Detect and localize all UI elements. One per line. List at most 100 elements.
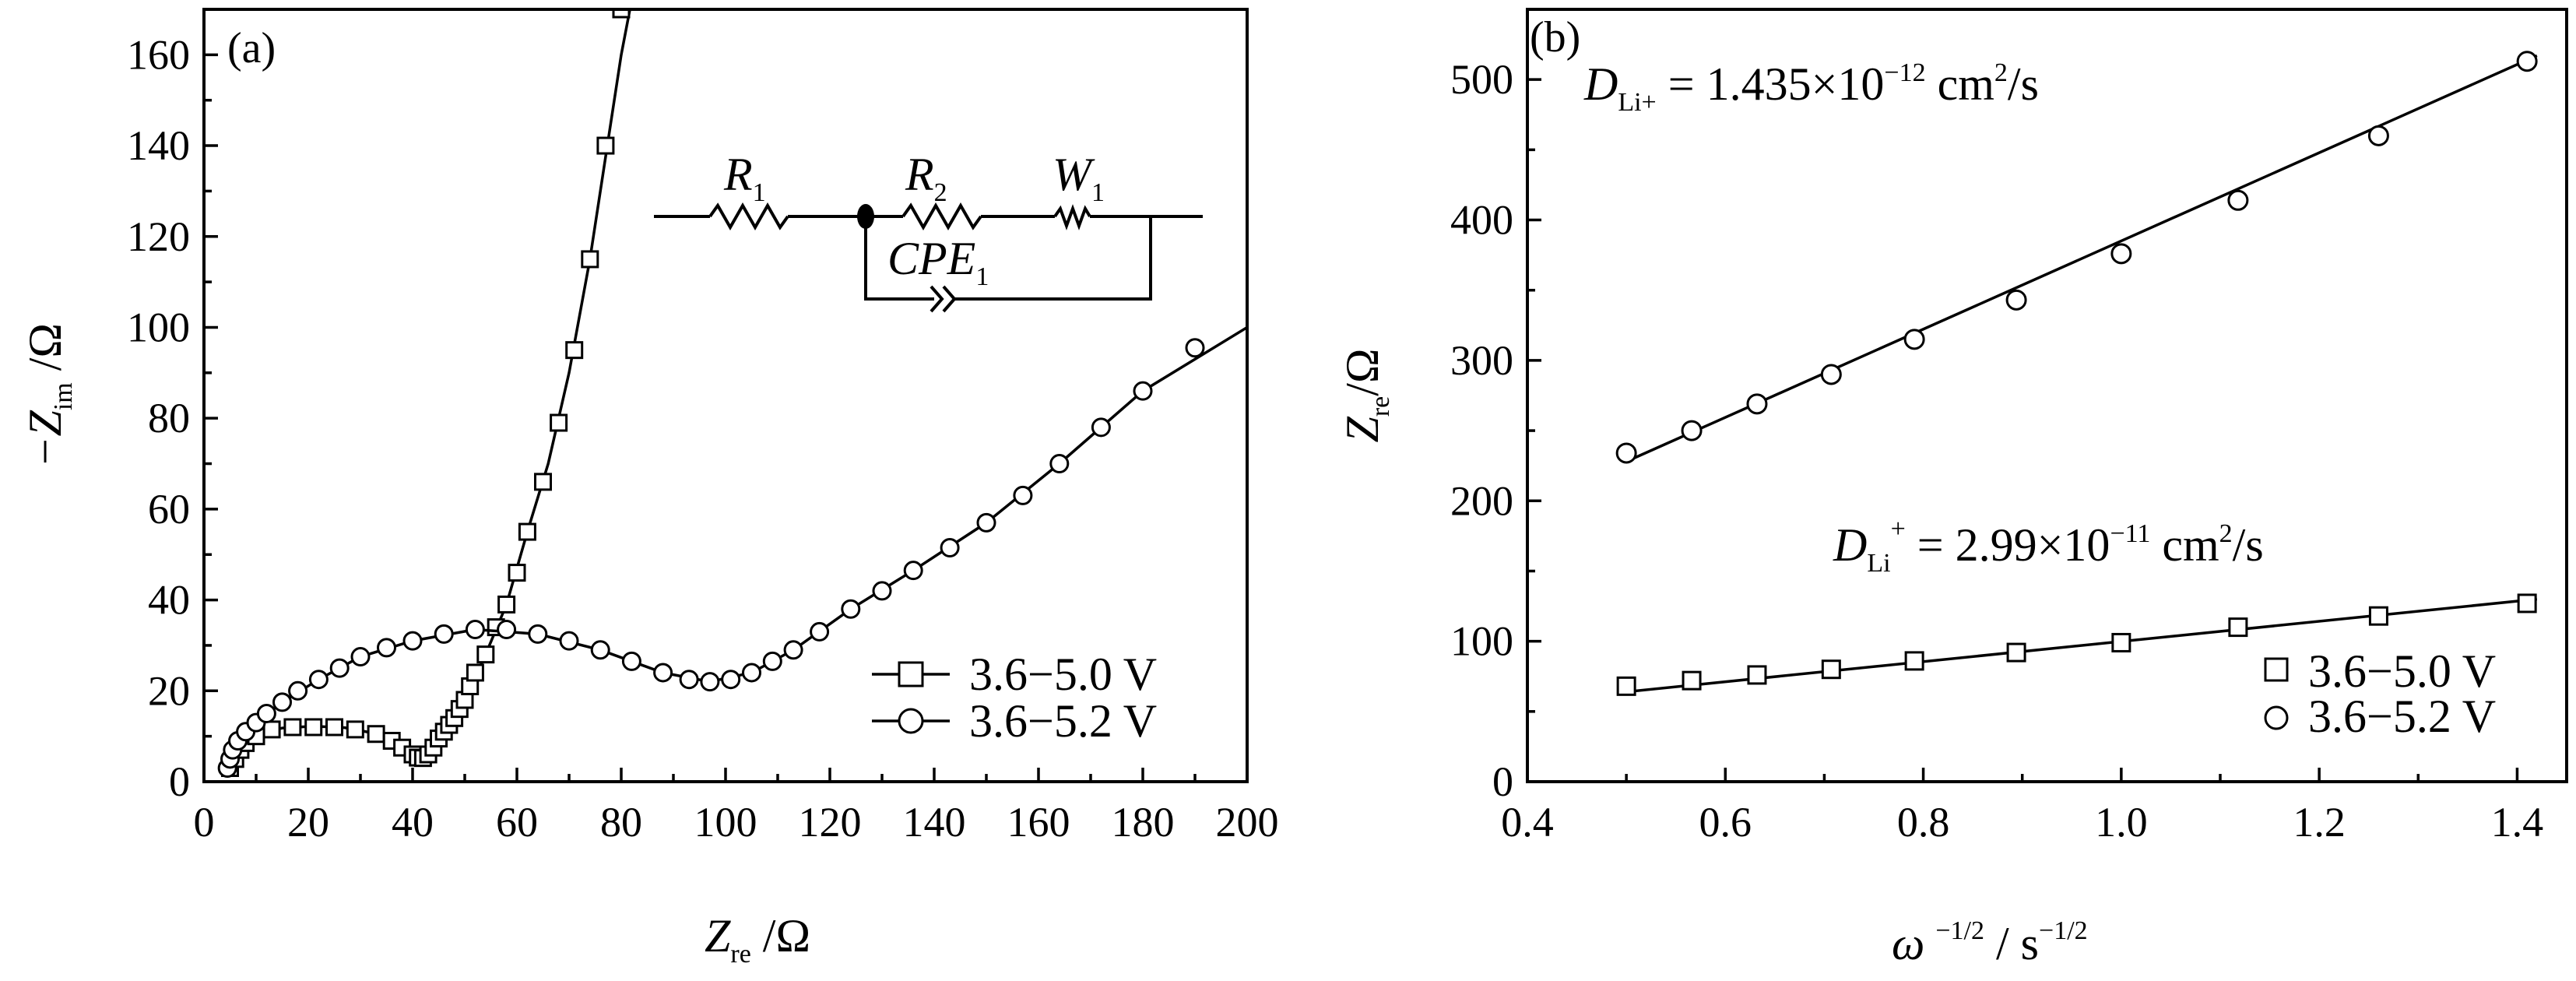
data-point-circle (700, 672, 720, 692)
y-tick-label: 200 (1450, 477, 1513, 524)
data-point-square (346, 720, 364, 739)
data-point-circle (2110, 243, 2132, 265)
panel-a: 0 20 40 60 80 100 120 140 160 180 200 0 20 40 60 80 100 1… (19, 8, 1279, 969)
data-point-circle (679, 670, 699, 690)
data-point-circle (2227, 189, 2249, 211)
data-point-square (534, 473, 552, 491)
panel-a-y-axis-title: −Zim /Ω (19, 323, 78, 468)
data-point-circle (742, 663, 761, 683)
panel-b-label: (b) (1530, 13, 1580, 62)
diffusion-annotation-2: DLi+ = 2.99×10−11 cm2/s (1833, 515, 2264, 578)
panel-a-ticks: 0 20 40 60 80 100 120 140 160 180 200 0 20 40 60 80 100 1… (127, 31, 1279, 846)
data-point-square (550, 413, 568, 432)
data-point-circle (2367, 125, 2389, 146)
y-tick-label: 160 (127, 31, 190, 78)
data-point-circle (288, 680, 308, 701)
panel-b-legend: 3.6−5.0 V 3.6−5.2 V (2264, 645, 2496, 742)
data-point-circle (1091, 417, 1111, 438)
data-point-circle (590, 640, 610, 660)
data-point-square (283, 718, 302, 737)
data-point-square (508, 564, 526, 582)
data-point-circle (1049, 454, 1070, 474)
series-a-2 (217, 326, 1247, 778)
y-tick-label: 0 (169, 758, 190, 805)
data-point-square (565, 341, 584, 360)
panel-a-series (217, 9, 1247, 778)
data-point-circle (653, 663, 673, 683)
data-point-circle (1903, 329, 1925, 350)
x-tick-label: 100 (694, 799, 757, 846)
x-tick-label: 1.2 (2293, 799, 2346, 846)
panel-b-x-axis-title: ω −1/2 / s−1/2 (1892, 916, 2088, 969)
panel-a-label: (a) (227, 24, 276, 72)
series-b-1 (1616, 593, 2538, 696)
x-tick-label: 80 (600, 799, 642, 846)
cpe-element (930, 285, 944, 313)
x-tick-label: 0 (194, 799, 215, 846)
panel-b: 0.4 0.6 0.8 1.0 1.2 1.4 0 100 200 300 400 500 (b) ω… (1337, 8, 2568, 969)
panel-b-ticks: 0.4 0.6 0.8 1.0 1.2 1.4 0 100 200 300 400 500 (1450, 56, 2543, 846)
legend-square-marker (2264, 657, 2289, 682)
data-point-square (2517, 593, 2537, 614)
data-point-circle (272, 692, 292, 712)
data-point-square (1747, 665, 1767, 685)
panel-b-y-axis-title: Zre/Ω (1337, 348, 1395, 442)
legend-b-series-2: 3.6−5.2 V (2308, 691, 2496, 742)
data-point-circle (402, 631, 423, 651)
data-point-circle (1681, 420, 1703, 441)
data-point-circle (497, 620, 517, 640)
data-point-circle (256, 703, 276, 723)
panel-b-frame (1526, 8, 2568, 783)
panel-a-frame (202, 8, 1249, 783)
data-point-circle (559, 631, 579, 651)
x-tick-label: 0.8 (1897, 799, 1950, 846)
resistor-r2 (901, 202, 982, 231)
y-tick-label: 40 (148, 577, 190, 624)
x-tick-label: 40 (392, 799, 434, 846)
data-point-square (581, 250, 599, 269)
cpe-label: CPE1 (887, 233, 989, 291)
x-tick-label: 180 (1112, 799, 1175, 846)
legend-a-series-2: 3.6−5.2 V (969, 695, 1157, 747)
data-point-square (262, 720, 281, 739)
data-point-square (476, 645, 495, 664)
data-point-square (518, 522, 536, 541)
x-tick-label: 140 (903, 799, 966, 846)
data-point-square (2111, 632, 2131, 652)
x-tick-label: 20 (287, 799, 329, 846)
data-point-circle (1133, 381, 1153, 401)
data-point-circle (810, 621, 830, 642)
y-tick-label: 100 (127, 304, 190, 350)
data-point-circle (1820, 364, 1842, 385)
data-point-circle (377, 638, 396, 658)
series-line (228, 9, 631, 773)
data-point-square (2368, 606, 2388, 626)
data-point-circle (841, 599, 861, 619)
x-tick-label: 200 (1216, 799, 1279, 846)
data-point-square (1682, 670, 1702, 691)
panel-a-x-axis-title: Zre /Ω (705, 910, 810, 969)
r2-label: R2 (905, 149, 947, 207)
data-point-circle (621, 651, 641, 671)
data-point-square (367, 725, 385, 744)
equivalent-circuit: R1 R2 W1 CPE1 (654, 149, 1203, 313)
data-point-square (325, 718, 343, 737)
data-point-circle (350, 647, 371, 667)
fit-line (1625, 54, 2538, 463)
svg-text:Zre/Ω: Zre/Ω (1337, 348, 1395, 442)
data-point-circle (1013, 485, 1033, 505)
data-point-square (612, 9, 631, 19)
y-tick-label: 140 (127, 122, 190, 169)
y-tick-label: 0 (1492, 758, 1513, 805)
data-point-circle (783, 640, 803, 660)
y-tick-label: 300 (1450, 337, 1513, 384)
data-point-square (1821, 659, 1841, 680)
data-point-circle (976, 512, 996, 533)
legend-circle-marker (898, 708, 924, 734)
x-tick-label: 0.6 (1699, 799, 1752, 846)
diffusion-annotation-1: DLi+ = 1.435×10−12 cm2/s (1583, 58, 2039, 117)
legend-circle-marker (2264, 705, 2289, 730)
data-point-square (596, 136, 615, 155)
x-tick-label: 160 (1007, 799, 1070, 846)
